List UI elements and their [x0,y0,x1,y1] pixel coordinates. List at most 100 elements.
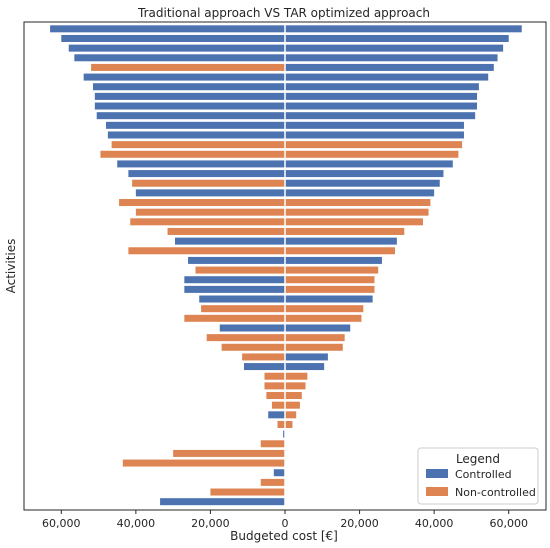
bar-right-13 [285,150,459,158]
bar-left-15 [128,170,285,178]
bar-left-19 [135,208,285,216]
bar-right-39 [285,401,300,409]
bar-left-9 [96,112,286,120]
bar-right-17 [285,189,435,197]
bar-right-7 [285,92,478,100]
bar-left-25 [195,266,285,274]
bar-right-3 [285,54,498,62]
bar-right-37 [285,382,306,390]
bar-right-20 [285,218,423,226]
bar-right-35 [285,363,325,371]
bar-right-27 [285,285,375,293]
bar-right-18 [285,199,431,207]
bar-left-32 [206,334,285,342]
bar-right-41 [285,420,293,428]
bar-left-11 [107,131,285,139]
plot-area [50,22,522,510]
bar-left-12 [111,141,286,149]
bar-left-47 [260,478,285,486]
x-axis-title: Budgeted cost [€] [230,529,338,543]
bar-left-16 [132,179,285,187]
bar-left-43 [260,440,285,448]
bar-left-39 [271,401,285,409]
bar-left-35 [243,363,285,371]
bar-right-31 [285,324,351,332]
bar-left-27 [184,285,285,293]
bar-right-15 [285,170,444,178]
bar-right-11 [285,131,464,139]
bar-right-2 [285,44,504,52]
bar-left-4 [91,63,285,71]
legend-title: Legend [456,452,500,466]
bar-left-24 [188,256,285,264]
bar-left-14 [117,160,286,168]
bar-left-37 [264,382,285,390]
bar-left-46 [273,469,285,477]
bar-right-40 [285,411,297,419]
bar-left-8 [94,102,285,110]
bar-left-20 [130,218,285,226]
legend: Legend Controlled Non-controlled [417,447,539,505]
bar-left-40 [268,411,285,419]
bar-left-3 [74,54,285,62]
bar-right-23 [285,247,395,255]
bar-right-22 [285,237,397,245]
x-tick-label: 20,000 [191,517,230,530]
bar-right-30 [285,314,362,322]
bar-right-5 [285,73,489,81]
bar-right-14 [285,160,453,168]
x-tick-label: 60,000 [489,517,528,530]
bar-left-45 [122,459,285,467]
legend-swatch-non-controlled [426,487,448,496]
bar-right-38 [285,392,302,400]
chart-title: Traditional approach VS TAR optimized ap… [137,6,430,20]
bar-right-21 [285,227,405,235]
bar-right-6 [285,83,479,91]
bar-right-24 [285,256,382,264]
bar-right-1 [285,34,509,42]
bar-right-12 [285,141,463,149]
bar-right-33 [285,343,343,351]
bar-left-48 [210,488,285,496]
bar-left-36 [264,372,285,380]
legend-swatch-controlled [426,469,448,478]
bar-left-44 [173,449,285,457]
legend-label-non-controlled: Non-controlled [455,486,536,499]
bar-right-4 [285,63,494,71]
x-axis: 60,000 40,000 20,000 0 20,000 40,000 60,000 [42,510,528,530]
bar-left-31 [219,324,285,332]
x-tick-label: 60,000 [42,517,81,530]
bar-left-17 [135,189,285,197]
legend-label-controlled: Controlled [455,468,512,481]
bar-right-9 [285,112,476,120]
bar-right-25 [285,266,379,274]
bar-left-30 [184,314,285,322]
bar-right-32 [285,334,345,342]
bar-left-6 [92,83,285,91]
bar-left-28 [199,295,285,303]
bar-left-18 [119,199,285,207]
bar-right-36 [285,372,308,380]
bar-left-23 [128,247,285,255]
bar-left-7 [94,92,285,100]
bar-left-38 [266,392,285,400]
bar-right-34 [285,353,328,361]
bar-right-19 [285,208,429,216]
bar-left-41 [277,420,285,428]
bar-left-1 [61,34,285,42]
bar-left-29 [201,305,285,313]
bar-left-42 [283,430,285,438]
bar-right-8 [285,102,478,110]
bar-left-5 [83,73,285,81]
bar-left-21 [167,227,285,235]
bar-left-0 [50,25,285,33]
x-tick-label: 40,000 [415,517,454,530]
bar-right-29 [285,305,364,313]
bar-right-10 [285,121,464,129]
y-axis-title: Activities [4,239,18,294]
bar-left-33 [221,343,285,351]
bar-right-28 [285,295,373,303]
bar-left-2 [68,44,286,52]
